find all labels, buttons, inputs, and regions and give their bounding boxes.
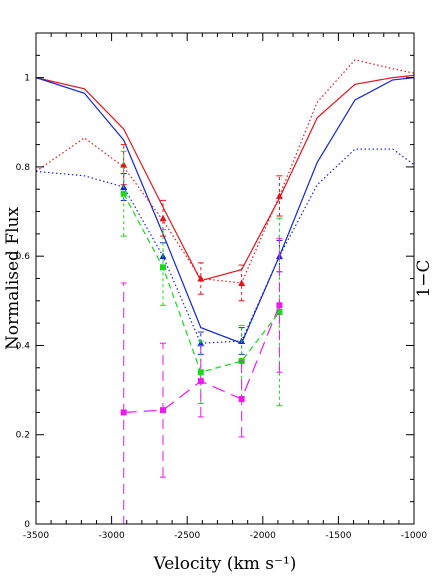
- data-point: [197, 275, 205, 282]
- series-1: [36, 77, 414, 344]
- axis-ticks: -3500 -3000 -2500 -2000 -1500 -1000 0 0.2 0.4 0.6…: [16, 33, 427, 541]
- x-axis-label: Velocity (km s⁻¹): [153, 554, 297, 574]
- data-point: [197, 378, 204, 385]
- series-line: [36, 77, 414, 344]
- series-3: [36, 148, 414, 355]
- y-tick-label: 0.8: [16, 163, 31, 173]
- right-axis-label: 1−C: [414, 259, 434, 297]
- data-point: [120, 161, 128, 168]
- data-point: [238, 396, 245, 403]
- data-point: [276, 308, 283, 315]
- series-5: [120, 237, 283, 524]
- data-point: [120, 190, 127, 197]
- y-tick-label: 1: [24, 74, 30, 84]
- data-point: [159, 214, 167, 222]
- y-tick-label: 0.2: [16, 431, 30, 441]
- plot-marks: [36, 59, 414, 524]
- data-point: [276, 302, 283, 309]
- data-point: [238, 279, 246, 286]
- x-tick-label: -2000: [250, 531, 276, 541]
- data-point: [160, 264, 167, 271]
- series-line: [36, 148, 414, 344]
- data-point: [197, 369, 204, 376]
- x-tick-label: -2500: [174, 531, 200, 541]
- x-tick-label: -3500: [23, 531, 49, 541]
- data-point: [275, 192, 283, 199]
- y-tick-label: 0.4: [16, 341, 31, 351]
- x-tick-label: -1500: [325, 531, 351, 541]
- plot-frame: [35, 32, 415, 525]
- series-4: [120, 150, 283, 407]
- x-tick-label: -3000: [99, 531, 125, 541]
- data-point: [120, 409, 127, 416]
- x-tick-label: -1000: [401, 531, 427, 541]
- y-tick-label: 0.6: [16, 252, 31, 262]
- y-tick-label: 0: [24, 520, 30, 530]
- series-line: [36, 59, 414, 284]
- data-point: [160, 407, 167, 414]
- series-2: [36, 59, 414, 302]
- y-axis-label: Normalised Flux: [3, 206, 23, 350]
- series-line: [123, 305, 280, 413]
